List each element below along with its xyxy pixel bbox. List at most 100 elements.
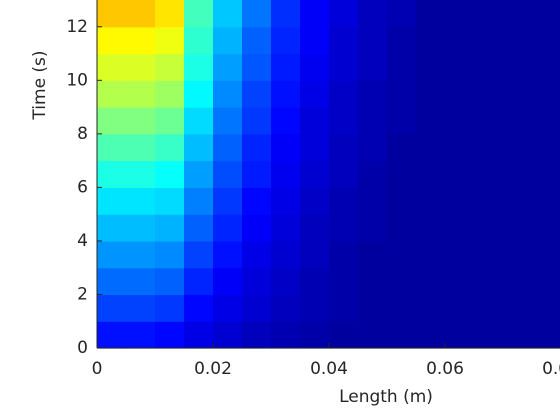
- heatmap-cell: [445, 133, 475, 162]
- heatmap-cell: [358, 267, 388, 296]
- heatmap-cell: [126, 80, 156, 108]
- heatmap-cell: [503, 107, 533, 135]
- heatmap-cell: [271, 107, 301, 135]
- heatmap-cell: [184, 187, 214, 215]
- heatmap-cell: [155, 26, 185, 55]
- heatmap-cell: [503, 321, 533, 349]
- heatmap-cell: [271, 294, 301, 322]
- heatmap-cell: [155, 294, 185, 322]
- heatmap-cell: [416, 0, 446, 28]
- heatmap-cell: [242, 80, 272, 108]
- heatmap-cell: [97, 294, 127, 322]
- heatmap-cell: [271, 26, 301, 55]
- heatmap-cell: [97, 0, 127, 28]
- heatmap-cell: [300, 0, 330, 28]
- heatmap-cell: [213, 107, 243, 135]
- heatmap-cell: [416, 26, 446, 55]
- heatmap-cell: [445, 267, 475, 296]
- heatmap-cell: [329, 0, 359, 28]
- heatmap-cell: [126, 160, 156, 188]
- heatmap-cell: [300, 26, 330, 55]
- heatmap-cell: [242, 321, 272, 349]
- y-tick-label: 0: [77, 338, 88, 358]
- heatmap-cell: [97, 187, 127, 215]
- x-axis-label: Length (m): [339, 387, 433, 407]
- heatmap-cell: [445, 80, 475, 108]
- heatmap-cell: [242, 214, 272, 242]
- heatmap-cell: [126, 214, 156, 242]
- heatmap-cell: [503, 80, 533, 108]
- x-tick-label: 0.08: [542, 359, 560, 379]
- heatmap-cell: [532, 26, 560, 55]
- heatmap-cell: [271, 0, 301, 28]
- heatmap-cell: [474, 240, 504, 269]
- heatmap-cell: [155, 133, 185, 162]
- heatmap-cell: [358, 187, 388, 215]
- heatmap-cell: [532, 107, 560, 135]
- heatmap-cell: [474, 160, 504, 188]
- heatmap-cell: [474, 26, 504, 55]
- y-tick-label: 12: [66, 17, 88, 37]
- heatmap-cell: [300, 107, 330, 135]
- heatmap-cell: [329, 80, 359, 108]
- y-tick-label: 10: [66, 70, 88, 90]
- heatmap-cell: [387, 0, 417, 28]
- heatmap-cell: [97, 267, 127, 296]
- heatmap-cell: [184, 160, 214, 188]
- heatmap-cell: [474, 53, 504, 81]
- heatmap-cell: [503, 133, 533, 162]
- heatmap-cell: [329, 107, 359, 135]
- heatmap-cell: [242, 160, 272, 188]
- heatmap-cell: [358, 0, 388, 28]
- heatmap-cell: [300, 133, 330, 162]
- heatmap-cell: [126, 321, 156, 349]
- heatmap-cell: [242, 267, 272, 296]
- heatmap-cell: [126, 0, 156, 28]
- heatmap-cell: [213, 187, 243, 215]
- heatmap-cell: [126, 133, 156, 162]
- heatmap-cell: [358, 80, 388, 108]
- heatmap-cell: [155, 267, 185, 296]
- heatmap-cell: [271, 53, 301, 81]
- heatmap-cell: [445, 26, 475, 55]
- heatmap-cell: [329, 294, 359, 322]
- heatmap-cell: [474, 321, 504, 349]
- heatmap-cell: [97, 214, 127, 242]
- heatmap-cell: [474, 80, 504, 108]
- heatmap-cell: [532, 240, 560, 269]
- heatmap-cell: [242, 53, 272, 81]
- heatmap-cell: [503, 160, 533, 188]
- heatmap-cell: [300, 240, 330, 269]
- heatmap-cell: [503, 53, 533, 81]
- heatmap-cell: [445, 214, 475, 242]
- heatmap-cell: [184, 321, 214, 349]
- heatmap-cell: [503, 187, 533, 215]
- heatmap-cell: [97, 160, 127, 188]
- y-tick-label: 6: [77, 177, 88, 197]
- heatmap-cell: [329, 160, 359, 188]
- x-tick-label: 0.02: [194, 359, 232, 379]
- heatmap-cell: [474, 0, 504, 28]
- heatmap-cell: [213, 214, 243, 242]
- heatmap-cell: [271, 187, 301, 215]
- heatmap-cell: [155, 321, 185, 349]
- heatmap-cell: [97, 80, 127, 108]
- heatmap-cell: [213, 26, 243, 55]
- heatmap-cell: [184, 80, 214, 108]
- heatmap-cell: [416, 294, 446, 322]
- heatmap-cell: [416, 133, 446, 162]
- heatmap-cell: [358, 294, 388, 322]
- heatmap-cell: [213, 240, 243, 269]
- heatmap-cell: [213, 294, 243, 322]
- heatmap-cell: [300, 267, 330, 296]
- heatmap-cell: [242, 294, 272, 322]
- heatmap-cell: [416, 214, 446, 242]
- heatmap-cell: [155, 187, 185, 215]
- heatmap-cell: [358, 240, 388, 269]
- heatmap-cell: [503, 240, 533, 269]
- heatmap-cell: [387, 321, 417, 349]
- heatmap-cell: [271, 214, 301, 242]
- heatmap-cell: [242, 0, 272, 28]
